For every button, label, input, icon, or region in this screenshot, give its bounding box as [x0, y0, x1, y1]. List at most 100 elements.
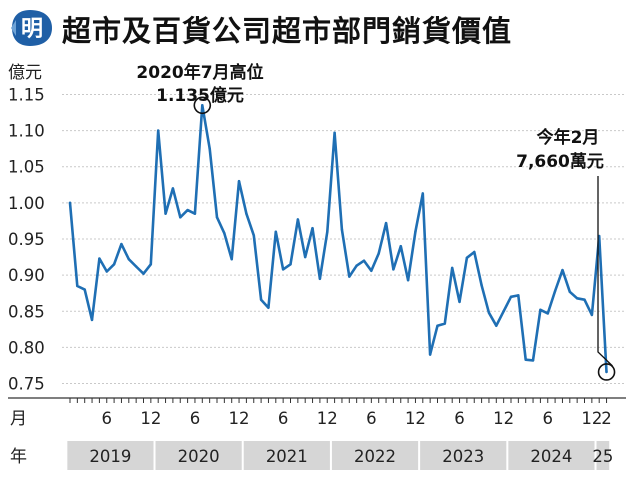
latest-annotation-leader: [597, 176, 614, 367]
data-point: [127, 258, 130, 261]
y-tick-label: 0.95: [8, 230, 45, 249]
newspaper-logo-icon: 明: [11, 10, 52, 46]
x-year-label: 2020: [178, 447, 220, 466]
peak-marker-circle: [193, 96, 212, 115]
data-point: [340, 228, 344, 231]
data-point: [164, 212, 167, 215]
year-band: [67, 441, 154, 470]
y-tick-label: 1.00: [8, 194, 45, 213]
data-point: [443, 322, 447, 325]
x-month-tick-label: 6: [543, 409, 554, 428]
series-line-sales-value: [68, 104, 608, 374]
y-tick-label: 0.75: [8, 375, 45, 394]
data-point: [83, 288, 86, 291]
data-point: [414, 230, 417, 233]
y-tick-label: 1.15: [8, 85, 45, 104]
x-month-tick-label: 6: [454, 409, 465, 428]
y-tick-label: 0.80: [8, 338, 45, 357]
latest-annotation-line2: 7,660萬元: [516, 151, 604, 172]
data-point: [561, 268, 564, 272]
data-point: [590, 313, 594, 317]
year-band: [596, 441, 610, 470]
x-year-label: 2022: [354, 447, 396, 466]
data-point: [281, 268, 285, 271]
data-point: [112, 263, 116, 266]
data-point: [575, 297, 579, 300]
y-tick-label: 0.85: [8, 302, 45, 321]
data-point: [157, 129, 160, 132]
data-point: [583, 298, 586, 301]
y-tick-label: 0.90: [8, 266, 45, 285]
data-point: [546, 312, 549, 315]
data-point: [517, 294, 520, 297]
data-point: [259, 298, 263, 301]
data-point: [458, 300, 461, 304]
data-point: [377, 252, 380, 255]
year-band: [155, 441, 242, 470]
data-point: [495, 324, 498, 327]
data-point: [274, 230, 277, 233]
x-year-label: 25: [592, 447, 613, 466]
year-band: [243, 441, 330, 470]
latest-marker-circle: [597, 363, 616, 381]
x-month-tick-label: 12: [140, 409, 161, 428]
x-year-label: 2021: [266, 447, 308, 466]
data-point: [193, 212, 197, 215]
data-point: [392, 268, 395, 271]
data-point: [436, 324, 439, 327]
data-point: [399, 245, 402, 248]
data-point: [142, 272, 145, 275]
data-point: [98, 257, 101, 260]
data-point: [245, 212, 248, 215]
x-month-row-label: 月: [10, 409, 27, 429]
data-point: [179, 216, 182, 219]
data-point: [473, 250, 476, 254]
chart-title: 超市及百貨公司超市部門銷貨價值: [62, 14, 513, 48]
data-point: [237, 179, 241, 183]
peak-annotation-line2: 1.135億元: [156, 85, 244, 106]
x-month-tick-label: 6: [278, 409, 289, 428]
data-point: [318, 277, 322, 280]
peak-annotation-line1: 2020年7月高位: [136, 62, 263, 83]
x-month-tick-label: 12: [405, 409, 426, 428]
x-month-tick-label: 6: [190, 409, 201, 428]
year-band: [508, 441, 595, 470]
data-point: [524, 358, 527, 361]
data-point: [553, 289, 557, 293]
data-point: [326, 230, 329, 233]
data-point: [134, 265, 138, 268]
data-point: [223, 232, 226, 235]
data-point: [333, 131, 336, 134]
data-point: [76, 284, 79, 288]
data-point: [215, 216, 219, 219]
data-point: [509, 295, 513, 299]
data-point: [480, 284, 483, 287]
data-point: [267, 306, 270, 309]
data-point: [348, 275, 351, 278]
latest-annotation-line1: 今年2月: [537, 127, 600, 148]
series-layer: [68, 104, 608, 374]
data-point: [451, 266, 454, 270]
data-point: [120, 242, 123, 246]
x-month-tick-label: 2: [601, 409, 612, 428]
y-tick-label: 1.05: [8, 158, 45, 177]
x-year-label: 2024: [530, 447, 572, 466]
x-month-tick-label: 12: [229, 409, 250, 428]
year-band: [331, 441, 419, 470]
data-point: [406, 278, 410, 282]
data-point: [487, 311, 491, 314]
data-point: [201, 104, 204, 107]
x-month-tick-label: 6: [102, 409, 113, 428]
data-point: [296, 218, 300, 221]
data-point: [384, 221, 388, 225]
data-point: [531, 359, 535, 362]
data-point: [465, 256, 469, 259]
data-point: [362, 259, 366, 262]
x-month-tick-label: 12: [581, 409, 602, 428]
data-point: [355, 264, 358, 267]
data-point: [186, 208, 189, 212]
data-point: [68, 201, 72, 205]
